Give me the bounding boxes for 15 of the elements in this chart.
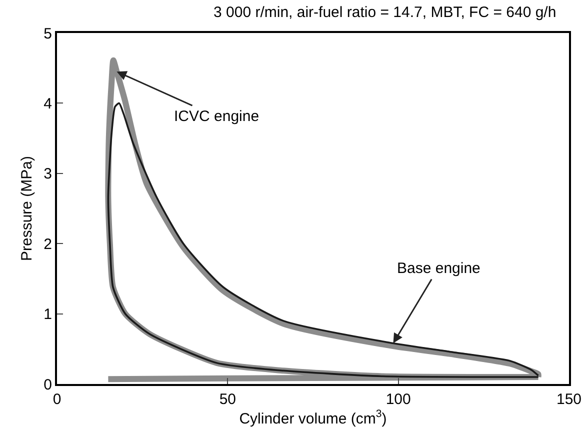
x-tick-label: 100 bbox=[386, 391, 411, 408]
y-tick-label: 0 bbox=[44, 376, 52, 394]
x-tick-label: 150 bbox=[556, 391, 582, 408]
y-axis-title: Pressure (MPa) bbox=[18, 156, 36, 262]
line-series bbox=[107, 102, 540, 378]
y-tick-label: 1 bbox=[44, 306, 52, 324]
x-axis-title: Cylinder volume (cm$^{3}$) bbox=[239, 408, 387, 428]
chart-title: 3 000 r/min, air-fuel ratio = 14.7, MBT, FC = 640 g/h bbox=[214, 4, 556, 22]
y-tick-label: 3 bbox=[44, 166, 52, 183]
annotation: ICVC engine bbox=[174, 108, 260, 125]
y-tick-label: 2 bbox=[44, 236, 52, 253]
x-tick-label: 50 bbox=[219, 391, 236, 408]
y-tick-label: 4 bbox=[44, 95, 52, 112]
y-tick-label: 5 bbox=[44, 25, 52, 42]
annotation: Base engine bbox=[397, 260, 480, 277]
